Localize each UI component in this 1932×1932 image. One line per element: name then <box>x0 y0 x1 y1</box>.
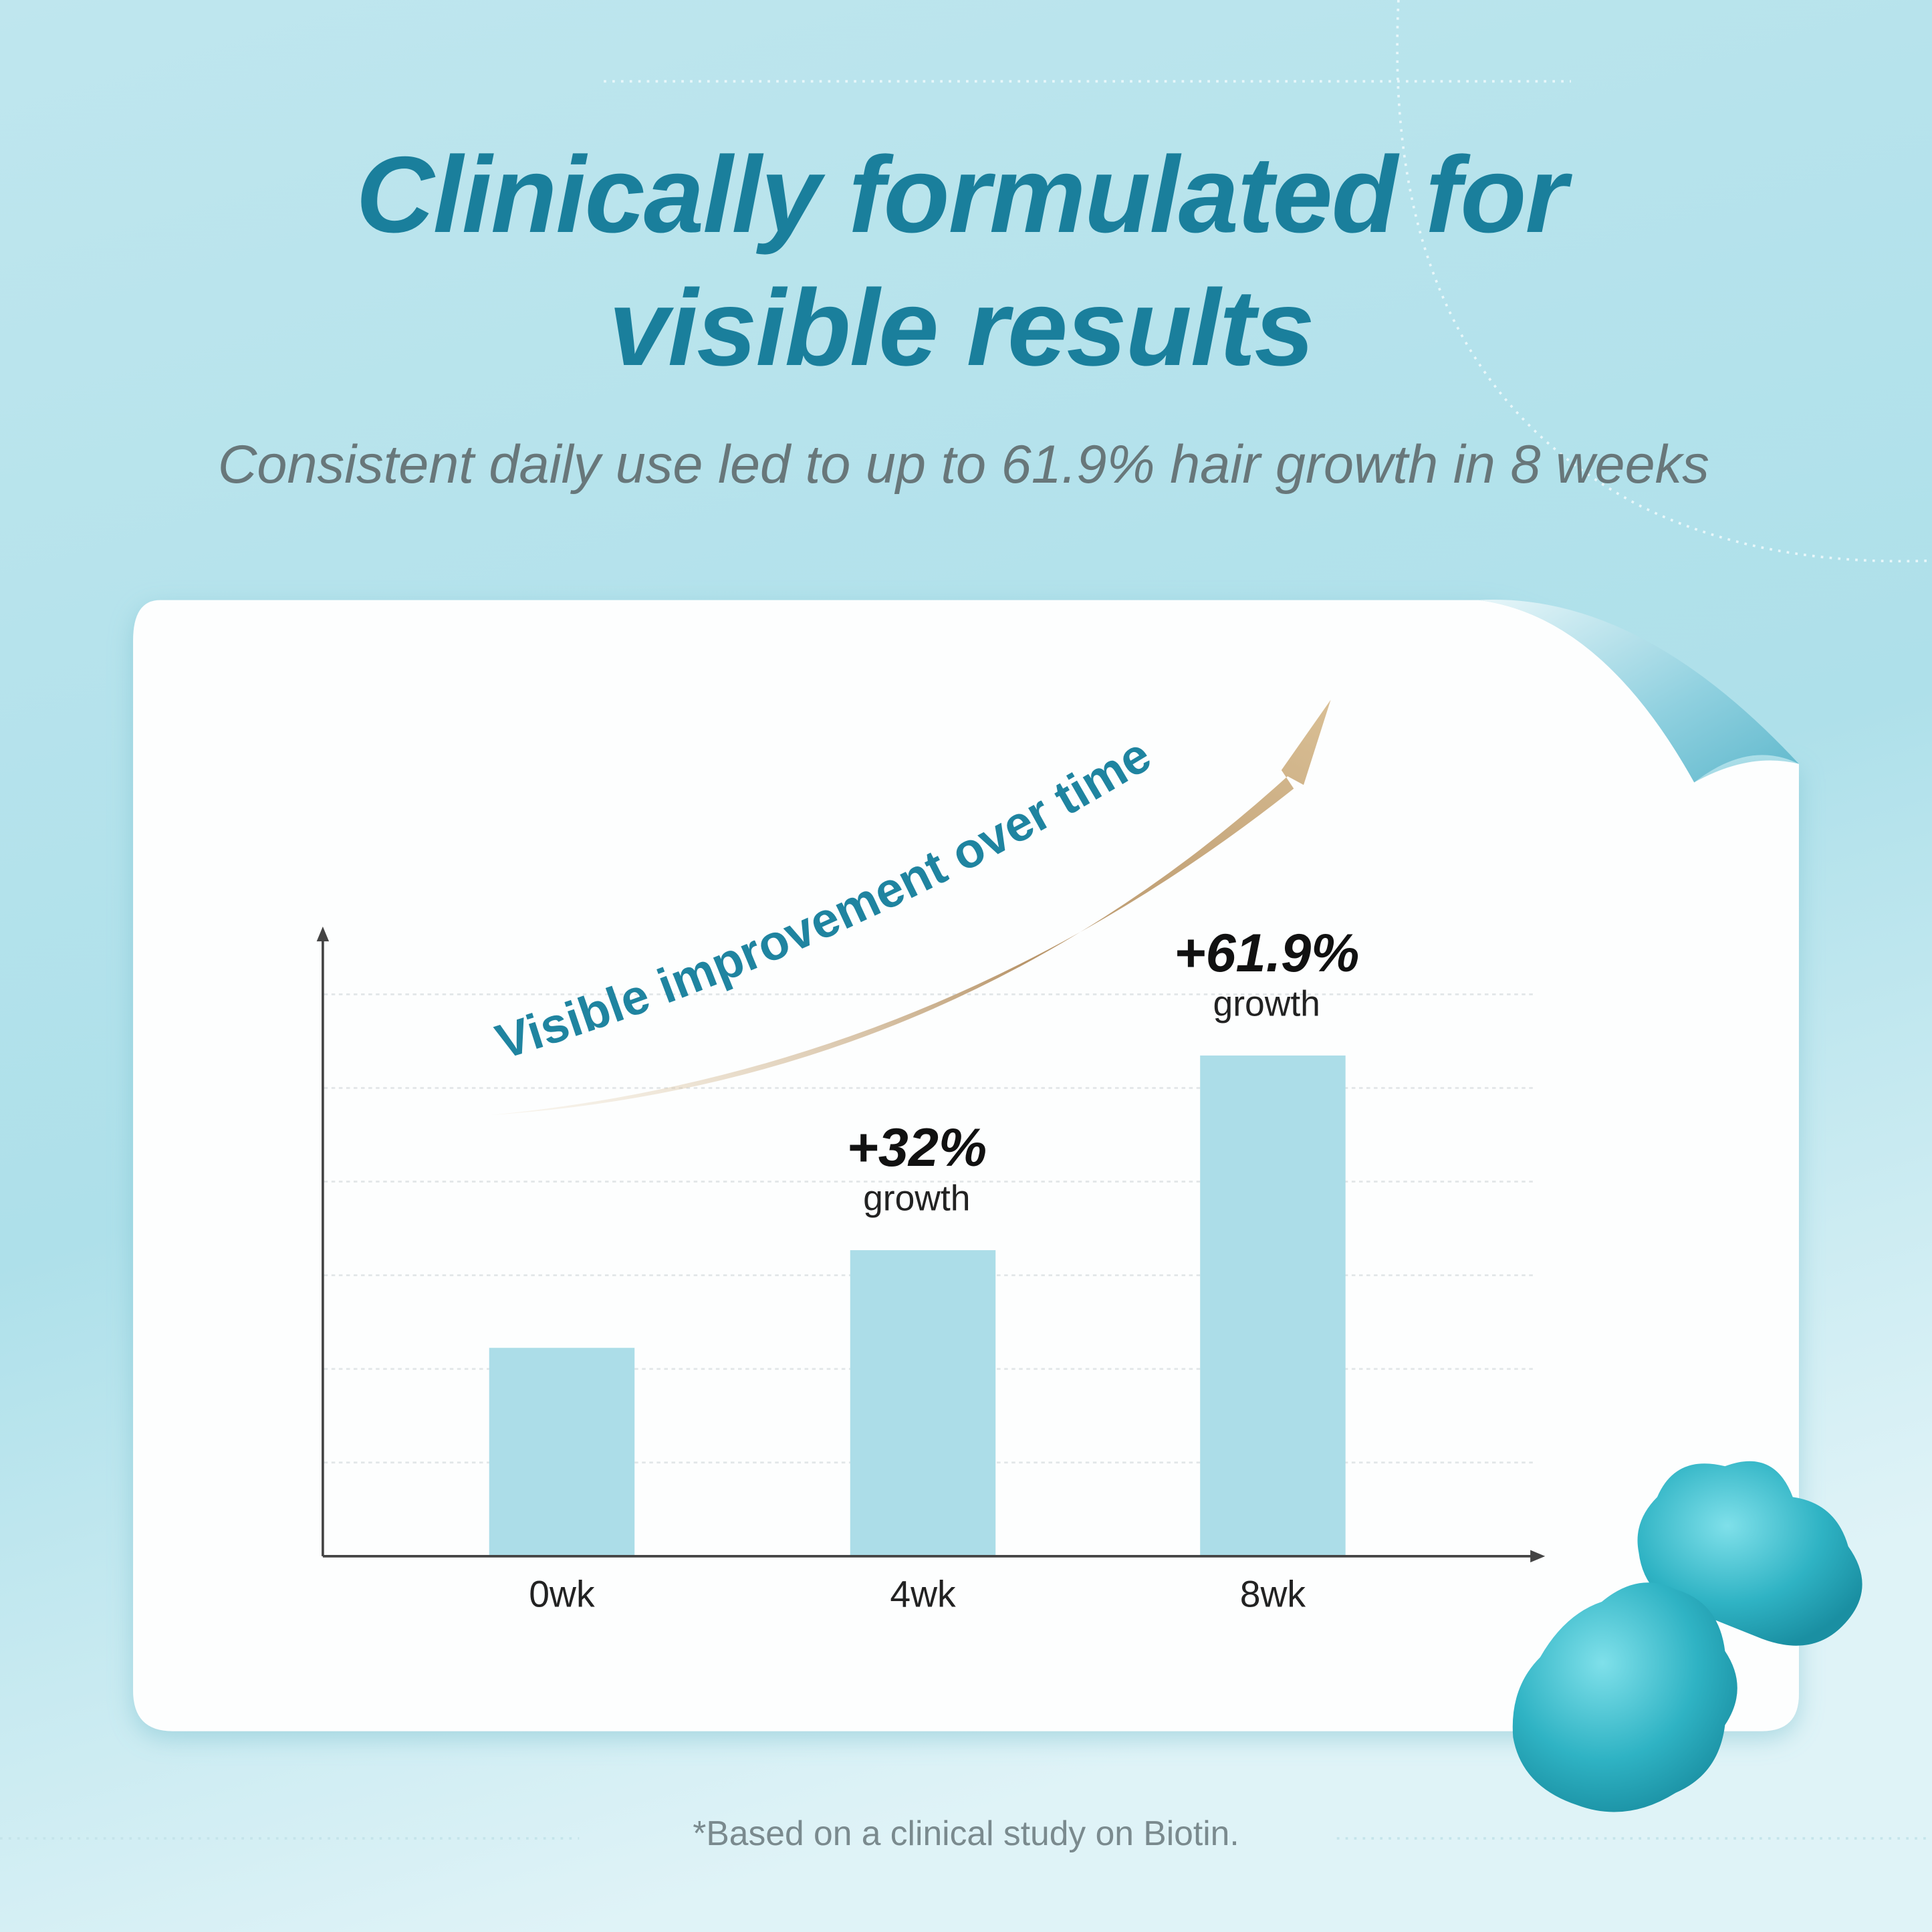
value-note: growth <box>1213 984 1320 1023</box>
footnote: *Based on a clinical study on Biotin. <box>693 1814 1239 1852</box>
x-tick-label: 8wk <box>1240 1573 1306 1614</box>
value-label: +32% <box>846 1118 987 1178</box>
axis-arrow <box>1530 1550 1546 1563</box>
x-tick-label: 0wk <box>529 1573 595 1614</box>
title-line: Clinically formulated for <box>356 134 1572 255</box>
gummies <box>1512 1461 1862 1812</box>
gummy <box>1512 1582 1737 1812</box>
page-curl <box>1478 599 1799 783</box>
bar <box>850 1250 996 1556</box>
bar <box>1200 1055 1346 1556</box>
axis-arrow <box>316 927 330 942</box>
value-note: growth <box>863 1179 970 1218</box>
value-label: +61.9% <box>1174 923 1359 983</box>
axes <box>316 927 1546 1563</box>
bar <box>489 1348 635 1556</box>
subtitle: Consistent daily use led to up to 61.9% … <box>218 435 1709 495</box>
x-tick-label: 4wk <box>890 1573 956 1614</box>
title-line: visible results <box>609 267 1314 388</box>
